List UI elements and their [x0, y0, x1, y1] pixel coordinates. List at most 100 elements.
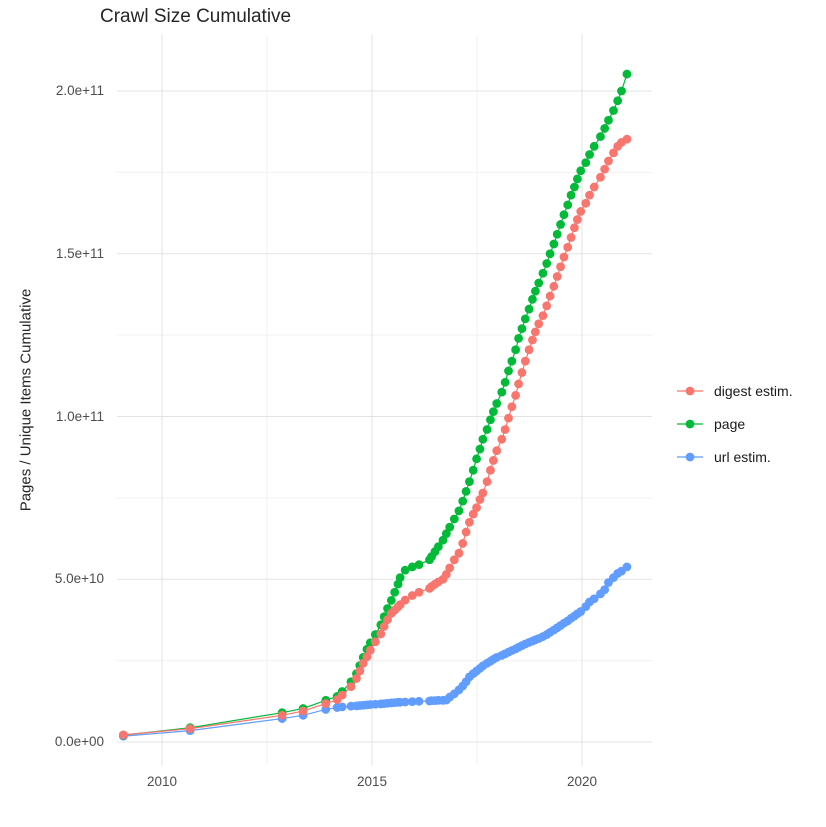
- data-point: [563, 200, 573, 210]
- data-point: [500, 377, 510, 387]
- data-point: [581, 158, 591, 168]
- data-point: [596, 132, 605, 141]
- data-point: [185, 724, 195, 734]
- data-point: [585, 190, 594, 200]
- data-point: [622, 134, 632, 144]
- data-point: [549, 281, 559, 291]
- data-point: [358, 658, 368, 668]
- data-point: [352, 674, 361, 683]
- data-point: [600, 164, 610, 174]
- legend-item-label: url estim.: [714, 448, 771, 465]
- y-axis-title: Pages / Unique Items Cumulative: [17, 288, 35, 512]
- data-point: [600, 585, 610, 595]
- data-point: [520, 314, 530, 324]
- data-point: [572, 215, 582, 224]
- data-point: [433, 542, 443, 552]
- data-point: [511, 390, 521, 400]
- data-point: [454, 548, 464, 558]
- data-point: [438, 535, 448, 545]
- data-point: [386, 596, 396, 605]
- data-point: [472, 454, 481, 464]
- data-point: [365, 645, 375, 655]
- y-tick-label: 2.0e+11: [55, 83, 104, 98]
- data-point: [613, 96, 623, 106]
- data-point: [441, 529, 451, 539]
- chart-title: Crawl Size Cumulative: [100, 6, 292, 27]
- data-point: [465, 477, 474, 486]
- data-point: [524, 345, 534, 355]
- data-point: [507, 356, 517, 366]
- data-point: [622, 562, 632, 572]
- data-point: [596, 172, 605, 182]
- series-line: [123, 566, 628, 737]
- legend-key-icon: [677, 452, 703, 461]
- data-point: [589, 141, 599, 151]
- data-point: [414, 696, 424, 706]
- data-point: [346, 682, 356, 692]
- data-point: [556, 220, 565, 229]
- data-point: [566, 233, 576, 242]
- data-point: [461, 527, 471, 537]
- data-point: [355, 666, 365, 676]
- y-tick-label: 1.0e+11: [55, 408, 104, 424]
- data-point: [589, 182, 599, 192]
- data-point: [511, 345, 521, 355]
- legend-key-icon: [677, 386, 703, 395]
- data-point: [482, 425, 492, 434]
- data-point: [400, 697, 410, 707]
- legend: digest estim. page url estim.: [676, 374, 793, 473]
- legend-key-icon: [677, 419, 703, 428]
- data-point: [461, 486, 471, 496]
- data-point: [524, 304, 534, 314]
- data-point: [500, 425, 510, 434]
- data-point: [414, 587, 424, 597]
- data-point: [395, 573, 405, 583]
- data-point: [458, 539, 468, 548]
- data-point: [570, 182, 579, 192]
- data-point: [542, 301, 552, 311]
- data-point: [517, 324, 527, 334]
- legend-item: url estim.: [676, 440, 793, 473]
- y-tick-label: 1.5e+11: [55, 245, 104, 261]
- data-point: [486, 415, 495, 425]
- data-point: [617, 86, 626, 96]
- data-point: [321, 699, 331, 708]
- data-point: [488, 407, 498, 417]
- data-point: [482, 477, 492, 486]
- data-point: [277, 710, 287, 720]
- data-point: [445, 563, 455, 573]
- legend-item: page: [676, 407, 793, 440]
- legend-item-label: digest estim.: [714, 382, 793, 399]
- data-point: [337, 702, 347, 712]
- data-point: [538, 311, 548, 320]
- data-point: [449, 555, 459, 565]
- data-point: [497, 387, 507, 397]
- data-point: [549, 239, 559, 249]
- data-point: [528, 294, 537, 304]
- data-point: [534, 278, 544, 288]
- data-point: [458, 496, 468, 506]
- data-point: [514, 379, 523, 389]
- data-point: [475, 444, 485, 454]
- data-point: [552, 229, 562, 239]
- data-point: [604, 156, 613, 166]
- data-point: [468, 509, 478, 519]
- data-point: [604, 115, 613, 125]
- data-point: [407, 562, 417, 572]
- data-point: [517, 368, 527, 377]
- data-point: [407, 697, 417, 707]
- data-point: [492, 399, 502, 408]
- data-point: [556, 262, 565, 272]
- data-point: [407, 591, 417, 600]
- data-point: [379, 622, 389, 631]
- data-point: [585, 150, 594, 159]
- data-point: [370, 637, 380, 647]
- data-point: [589, 594, 599, 604]
- data-point: [478, 434, 488, 444]
- data-point: [542, 259, 552, 268]
- data-point: [337, 690, 347, 700]
- data-point: [504, 366, 513, 376]
- data-point: [622, 69, 632, 79]
